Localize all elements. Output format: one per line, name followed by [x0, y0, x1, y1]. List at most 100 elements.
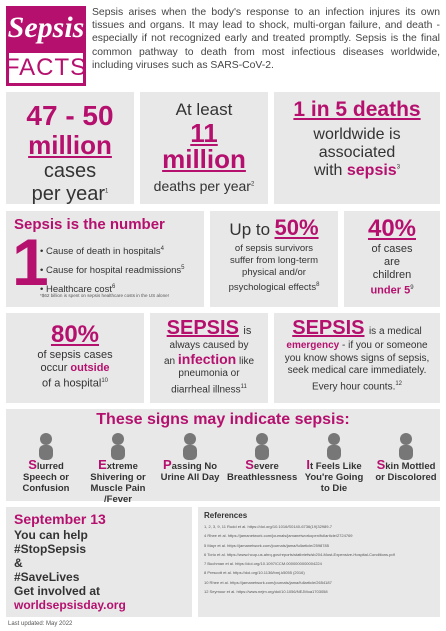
cases-number: 47 - 50	[26, 100, 114, 131]
of-hospital-text: of a hospital	[41, 377, 102, 390]
deaths-pre: At least	[175, 100, 233, 119]
slurred-speech-figure-icon	[40, 433, 52, 445]
sepsis-facts-logo: Sepsis FACTS	[5, 6, 86, 86]
reference-item[interactable]: 5 Mayr et al. https://jamanetwork.com/jo…	[204, 542, 329, 548]
infection-text: always caused by an infection like pneum…	[150, 340, 268, 396]
going-to-die-figure-icon	[328, 433, 340, 445]
ref-1: 1	[105, 188, 109, 195]
item-text: Healthcare cost	[45, 284, 112, 296]
references-title: References	[204, 511, 248, 520]
ref-8: 8	[316, 282, 320, 288]
sign-cap: S	[28, 457, 37, 472]
occur-text: occur	[40, 362, 68, 374]
children-l2: are	[384, 256, 400, 268]
cta-box: September 13 You can help #StopSepsis & …	[6, 507, 192, 617]
deaths-label: deaths per year2	[140, 178, 268, 194]
references-box: References 1, 2, 3, 9, 11 Rudd et al. ht…	[198, 507, 440, 617]
shivering-figure-icon	[112, 433, 124, 445]
infection-is: is	[243, 325, 252, 337]
with-text: with	[313, 162, 343, 179]
emergency-l2: emergency - if you or someone	[274, 340, 440, 353]
outside-l2: occur outside	[6, 362, 144, 375]
survivors-l1: of sepsis survivors	[234, 243, 314, 254]
reference-item[interactable]: 6 Torio et al. https://www.hcup-us.ahrq.…	[204, 551, 395, 557]
sign-no-urine: Passing No Urine All Day	[155, 457, 225, 483]
deaths-per-year-text: deaths per year	[153, 178, 251, 194]
skin-mottled-figure-icon	[400, 433, 412, 445]
like-text: like	[239, 355, 255, 367]
emergency-text: emergency - if you or someone you know s…	[274, 340, 440, 393]
survivors-text: of sepsis survivors suffer from long-ter…	[210, 243, 338, 294]
one-in-five-l3: with sepsis3	[274, 162, 440, 180]
survivors-pre: Up to	[229, 220, 271, 239]
children-text: of cases are children under 59	[344, 243, 440, 298]
infection-l5: pneumonia or	[178, 368, 240, 379]
infection-word: infection	[177, 350, 237, 367]
infection-box: SEPSIS is always caused by an infection …	[150, 313, 268, 403]
reference-item[interactable]: 8 Prescott et al. https://doi.org/10.113…	[204, 570, 305, 576]
reference-item[interactable]: 12 Seymour et al. https://www.nejm.org/d…	[204, 589, 328, 595]
deaths-number: 11	[190, 118, 218, 148]
number-one-note: *$62 billion is spent on sepsis healthca…	[40, 293, 169, 298]
emergency-l4: seek medical care immediately.	[287, 365, 427, 376]
reference-item[interactable]: 1, 2, 3, 9, 11 Rudd et al. https://doi.o…	[204, 524, 333, 529]
children-number: 40%	[367, 215, 417, 242]
infection-title: SEPSIS	[166, 317, 239, 339]
survivors-l4-text: psychological effects	[228, 282, 317, 294]
outside-box: 80% of sepsis cases occur outside of a h…	[6, 313, 144, 403]
emergency-word: emergency	[286, 340, 340, 351]
sign-figures	[39, 433, 413, 460]
reference-item[interactable]: 7 Buchman et al. https://doi.org/10.1097…	[204, 561, 322, 567]
logo-facts: FACTS	[5, 50, 86, 86]
children-l4: under 59	[344, 282, 440, 298]
ref-5: 5	[181, 265, 185, 272]
ref-3: 3	[396, 164, 401, 171]
no-urine-figure-icon	[184, 433, 196, 445]
cases-label: cases	[43, 160, 97, 182]
emergency-l5-text: Every hour counts.	[311, 380, 396, 392]
emergency-l3: you know shows signs of sepsis,	[284, 352, 430, 364]
logo-sepsis: Sepsis	[6, 6, 86, 50]
sign-breathlessness: Severe Breathlessness	[227, 458, 297, 483]
children-box: 40% of cases are children under 59	[344, 211, 440, 307]
item-text: Cause of death in hospitals	[45, 246, 161, 258]
cta-tag2: #SaveLives	[14, 570, 80, 584]
survivors-box: Up to 50% of sepsis survivors suffer fro…	[210, 211, 338, 307]
outside-number: 80%	[50, 321, 100, 348]
ref-12: 12	[395, 380, 403, 387]
sign-shivering: Extreme Shivering or Muscle Pain /Fever	[83, 457, 153, 505]
emergency-l5: Every hour counts.12	[274, 378, 440, 394]
children-l1: of cases	[371, 243, 413, 255]
ref-4: 4	[160, 246, 164, 252]
cta-tag1: #StopSepsis	[14, 542, 87, 556]
under-five-word: under 5	[370, 284, 411, 297]
sign-cap: S	[376, 457, 386, 472]
infection-l2: always caused by	[169, 340, 249, 351]
cases-per-year: per year1	[6, 183, 134, 206]
signs-title: These signs may indicate sepsis:	[96, 411, 350, 428]
sign-text: kin Mottled or Discolored	[375, 461, 437, 483]
sepsis-word: sepsis	[346, 162, 397, 179]
sign-skin-mottled: Skin Mottled or Discolored	[371, 457, 441, 483]
infection-l6-text: diarrheal illness	[171, 383, 241, 395]
ref-6: 6	[111, 284, 116, 291]
one-in-five-l1: worldwide is	[313, 126, 401, 143]
reference-item[interactable]: 10 Rhee et al. https://jamanetwork.com/j…	[204, 579, 332, 585]
emergency-title: SEPSIS	[292, 317, 365, 339]
one-in-five-number: 1 in 5 deaths	[293, 98, 421, 121]
ref-9: 9	[410, 285, 414, 291]
survivors-l4: psychological effects8	[210, 279, 338, 294]
reference-item[interactable]: 4 Rhee et al. https://jamanetwork.com/jo…	[204, 533, 353, 539]
per-year-text: per year	[31, 183, 106, 205]
emergency-head: SEPSIS is a medical	[274, 317, 440, 340]
cta-url-link[interactable]: worldsepsisday.org	[14, 598, 126, 612]
stat-deaths-box: At least 11 million deaths per year2	[140, 92, 268, 204]
survivors-l2: suffer from long-term	[230, 255, 318, 266]
infection-head: SEPSIS is	[150, 317, 268, 340]
cta-get-involved: Get involved at	[14, 584, 101, 598]
sign-cap: E	[98, 457, 107, 472]
outside-text: of sepsis cases occur outside of a hospi…	[6, 349, 144, 391]
sign-cap: P	[162, 457, 172, 472]
sign-going-to-die: It Feels Like You're Going to Die	[299, 458, 369, 494]
sign-slurred-speech: Slurred Speech or Confusion	[11, 457, 81, 494]
